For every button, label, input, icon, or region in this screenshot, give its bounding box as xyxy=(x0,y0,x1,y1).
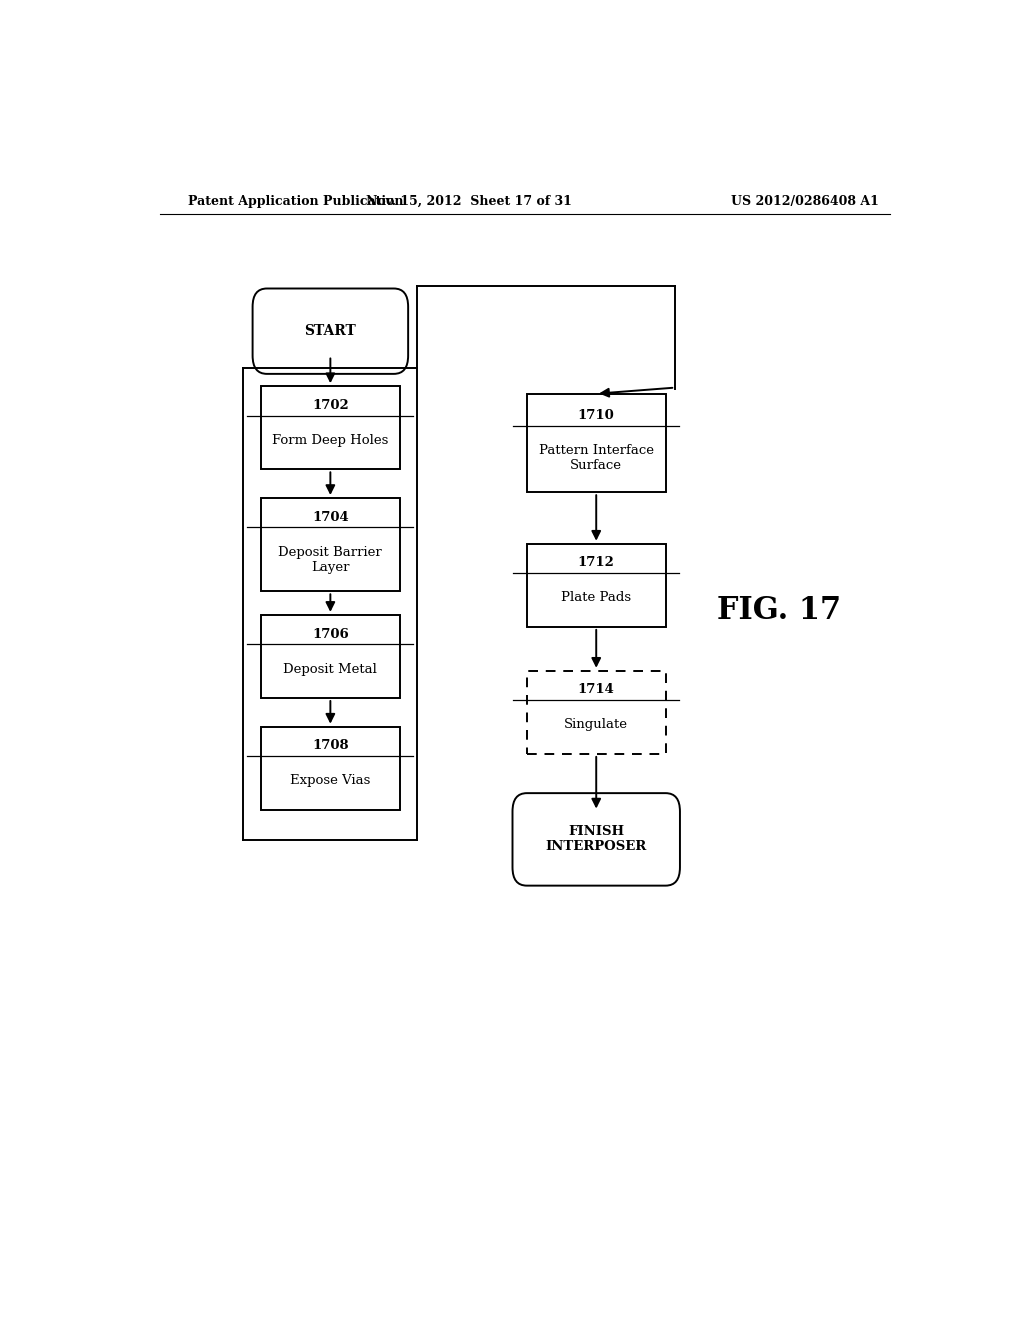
Text: Nov. 15, 2012  Sheet 17 of 31: Nov. 15, 2012 Sheet 17 of 31 xyxy=(367,194,572,207)
Bar xyxy=(526,393,666,492)
Bar xyxy=(526,671,666,754)
Text: 1708: 1708 xyxy=(312,739,349,752)
Text: FIG. 17: FIG. 17 xyxy=(717,595,841,626)
Text: Singulate: Singulate xyxy=(564,718,628,731)
Text: 1714: 1714 xyxy=(578,684,614,697)
Bar xyxy=(261,615,399,698)
Bar xyxy=(261,726,399,810)
Text: US 2012/0286408 A1: US 2012/0286408 A1 xyxy=(731,194,879,207)
Text: Expose Vias: Expose Vias xyxy=(290,775,371,787)
Bar xyxy=(261,385,399,470)
Text: FINISH
INTERPOSER: FINISH INTERPOSER xyxy=(546,825,647,854)
Text: 1712: 1712 xyxy=(578,557,614,569)
Text: 1704: 1704 xyxy=(312,511,349,524)
Bar xyxy=(526,544,666,627)
Text: Deposit Metal: Deposit Metal xyxy=(284,663,377,676)
Text: Plate Pads: Plate Pads xyxy=(561,591,631,605)
Bar xyxy=(261,498,399,591)
Text: Pattern Interface
Surface: Pattern Interface Surface xyxy=(539,444,653,473)
Text: Deposit Barrier
Layer: Deposit Barrier Layer xyxy=(279,545,382,574)
Text: 1706: 1706 xyxy=(312,627,349,640)
FancyBboxPatch shape xyxy=(253,289,409,374)
Text: Patent Application Publication: Patent Application Publication xyxy=(187,194,403,207)
Text: Form Deep Holes: Form Deep Holes xyxy=(272,434,388,447)
FancyBboxPatch shape xyxy=(512,793,680,886)
Text: 1702: 1702 xyxy=(312,399,349,412)
Text: START: START xyxy=(304,325,356,338)
Text: 1710: 1710 xyxy=(578,409,614,422)
